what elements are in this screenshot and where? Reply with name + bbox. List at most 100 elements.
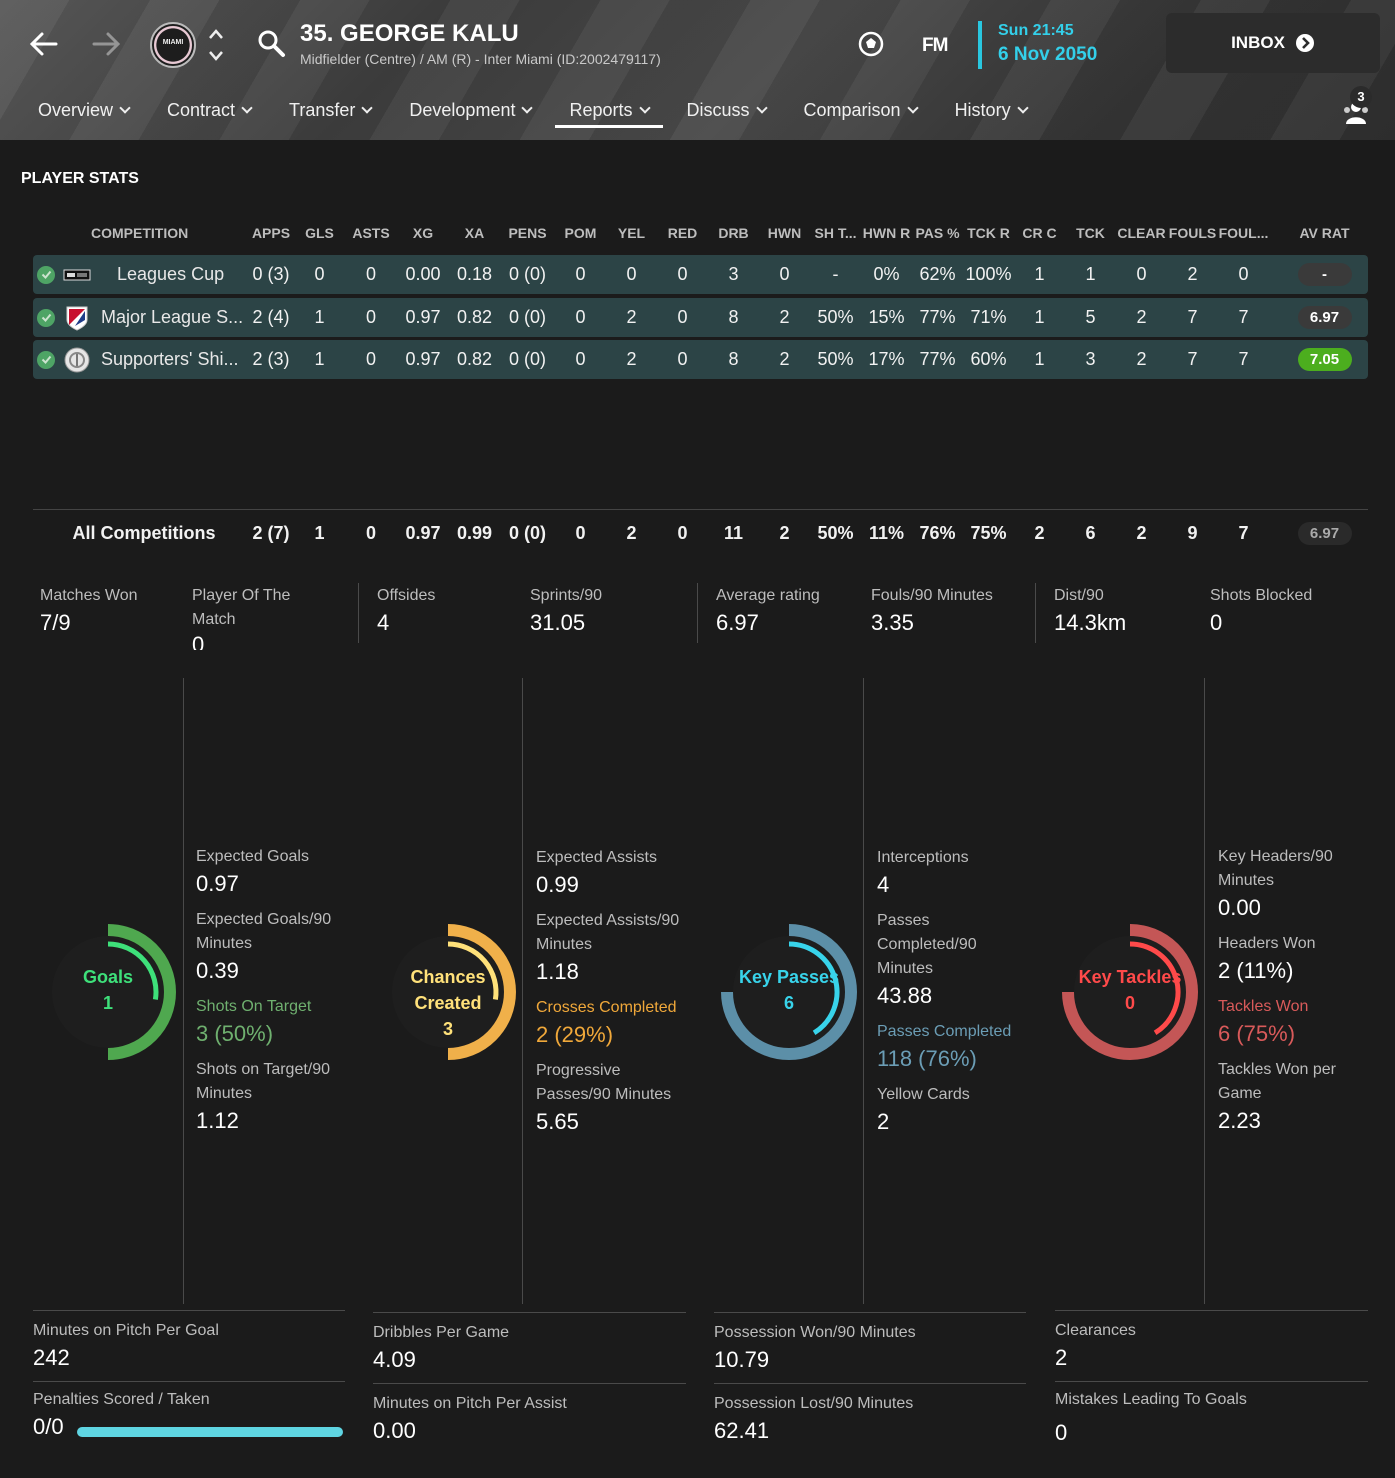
stat-cell: 17% xyxy=(868,349,905,369)
stat-cell: 7 xyxy=(1238,307,1249,327)
stat-cell: 15% xyxy=(868,307,905,327)
stat-cell: 0 xyxy=(626,264,637,284)
stat-label: Minutes on Pitch Per Assist xyxy=(373,1395,567,1412)
stat-value: 1.12 xyxy=(196,1108,239,1133)
stat-value: 6 (75%) xyxy=(1218,1021,1296,1046)
competition-cell[interactable]: Major League S... xyxy=(33,304,248,332)
stat-label: Sprints/90 xyxy=(530,587,603,604)
competition-cell[interactable]: Leagues Cup xyxy=(33,261,248,289)
column-header[interactable]: COMPETITION xyxy=(91,225,189,241)
column-header[interactable]: TCK xyxy=(1076,225,1105,241)
game-date[interactable]: 6 Nov 2050 xyxy=(998,44,1098,65)
competition-cell[interactable]: Supporters' Shi... xyxy=(33,346,248,374)
stat-cell: 0 xyxy=(779,264,790,284)
club-badge[interactable]: MIAMI xyxy=(150,22,196,68)
summary-stat: Shots Blocked 0 xyxy=(1210,584,1360,638)
football-icon[interactable] xyxy=(857,30,885,58)
column-header[interactable]: RED xyxy=(667,225,698,241)
tab-reports[interactable]: Reports xyxy=(555,92,663,132)
column-header[interactable]: HWN R xyxy=(862,225,911,241)
table-row[interactable]: Leagues Cup 0 (3) 0 0 0.00 0.18 0 (0) 0 0 0 3 0 - 0% 6… xyxy=(33,255,1368,294)
stat-value: 43.88 xyxy=(877,983,933,1008)
stat-value: 4 xyxy=(377,610,390,635)
tab-overview[interactable]: Overview xyxy=(24,92,143,132)
column-header[interactable]: TCK R xyxy=(967,225,1010,241)
stat-label: Clearances xyxy=(1055,1322,1136,1339)
forward-arrow-icon[interactable] xyxy=(88,26,124,62)
column-header[interactable]: XA xyxy=(464,225,485,241)
table-row[interactable]: Supporters' Shi... 2 (3) 1 0 0.97 0.82 0 (0) 0 2… xyxy=(33,340,1368,379)
tab-transfer[interactable]: Transfer xyxy=(275,92,385,132)
stat-label: Dribbles Per Game xyxy=(373,1324,510,1341)
divider xyxy=(697,583,698,643)
tab-discuss[interactable]: Discuss xyxy=(673,92,780,132)
stat-cell: 0 (3) xyxy=(252,264,290,284)
chevron-down-icon xyxy=(361,102,374,114)
stat-cell: 0.82 xyxy=(456,307,493,327)
ring-label: Chances Created 3 xyxy=(378,964,518,1042)
stat-label: Dist/90 xyxy=(1054,587,1104,604)
stat-cell: 2 (4) xyxy=(252,307,290,327)
column-header[interactable]: FOULS xyxy=(1168,225,1217,241)
stat-cell: 0 xyxy=(365,307,376,327)
game-time: Sun 21:45 xyxy=(998,22,1074,39)
competition-logo-icon xyxy=(63,346,91,374)
tab-comparison[interactable]: Comparison xyxy=(790,92,931,132)
stat-label: Interceptions xyxy=(877,849,969,866)
column-header[interactable]: PAS % xyxy=(915,225,960,241)
chevron-down-icon xyxy=(1016,102,1029,114)
column-header[interactable]: XG xyxy=(412,225,434,241)
fm-logo: FM xyxy=(922,35,948,56)
competition-logo-icon xyxy=(63,261,91,289)
total-cell: 11 xyxy=(723,522,744,543)
column-header[interactable]: POM xyxy=(564,225,597,241)
divider xyxy=(1055,1381,1368,1382)
rating-badge: 6.97 xyxy=(1297,521,1352,545)
divider xyxy=(1055,1310,1368,1311)
column-header[interactable]: HWN xyxy=(767,225,802,241)
back-arrow-icon[interactable] xyxy=(26,26,62,62)
tab-contract[interactable]: Contract xyxy=(153,92,265,132)
total-cell: 9 xyxy=(1187,522,1198,543)
column-header[interactable]: SH T... xyxy=(814,225,857,241)
ring-background xyxy=(392,936,504,1048)
inbox-button[interactable]: INBOX xyxy=(1166,13,1380,73)
summary-stat: Dist/90 14.3km xyxy=(1054,584,1204,638)
divider xyxy=(33,509,1368,510)
divider xyxy=(373,1312,686,1313)
stat-cell: 1 xyxy=(314,307,325,327)
stat-cell: 2 xyxy=(1136,349,1147,369)
stat-value: 0.99 xyxy=(536,872,579,897)
ring-label: Goals 1 xyxy=(38,964,178,1016)
stat-cell: 2 xyxy=(1187,264,1198,284)
bottom-stat: Mistakes Leading To Goals 0 xyxy=(1055,1388,1365,1448)
table-row[interactable]: Major League S... 2 (4) 1 0 0.97 0.82 0 (0) 0 2 0… xyxy=(33,298,1368,337)
stat-cell: 1 xyxy=(1034,349,1045,369)
tab-history[interactable]: History xyxy=(941,92,1041,132)
column-header[interactable]: CLEAR xyxy=(1117,225,1166,241)
stat-label: Yellow Cards xyxy=(877,1086,970,1103)
stat-cell: 0.97 xyxy=(405,307,441,327)
column-header[interactable]: ASTS xyxy=(352,225,390,241)
chevron-down-icon xyxy=(755,102,768,114)
column-header[interactable]: PENS xyxy=(508,225,547,241)
stat-cell: 0 xyxy=(677,264,688,284)
tab-label: Reports xyxy=(569,100,633,120)
ring-title: Goals xyxy=(82,967,134,987)
switch-player-icon[interactable] xyxy=(207,26,225,64)
column-header[interactable]: APPS xyxy=(251,225,291,241)
stat-cell: 8 xyxy=(728,349,739,369)
stat-cell: 0 xyxy=(677,307,688,327)
competition-name: Supporters' Shi... xyxy=(101,349,239,369)
stat-value: 7/9 xyxy=(40,610,71,635)
search-icon[interactable] xyxy=(256,28,286,58)
tab-development[interactable]: Development xyxy=(395,92,545,132)
column-header[interactable]: YEL xyxy=(617,225,646,241)
column-header[interactable]: CR C xyxy=(1022,225,1057,241)
column-header[interactable]: DRB xyxy=(718,225,749,241)
ring-title: Chances Created xyxy=(410,967,486,1013)
column-header[interactable]: AV RAT xyxy=(1299,225,1350,241)
column-header[interactable]: FOUL... xyxy=(1218,225,1269,241)
column-header[interactable]: GLS xyxy=(305,225,334,241)
total-cell: 0 xyxy=(575,522,586,543)
